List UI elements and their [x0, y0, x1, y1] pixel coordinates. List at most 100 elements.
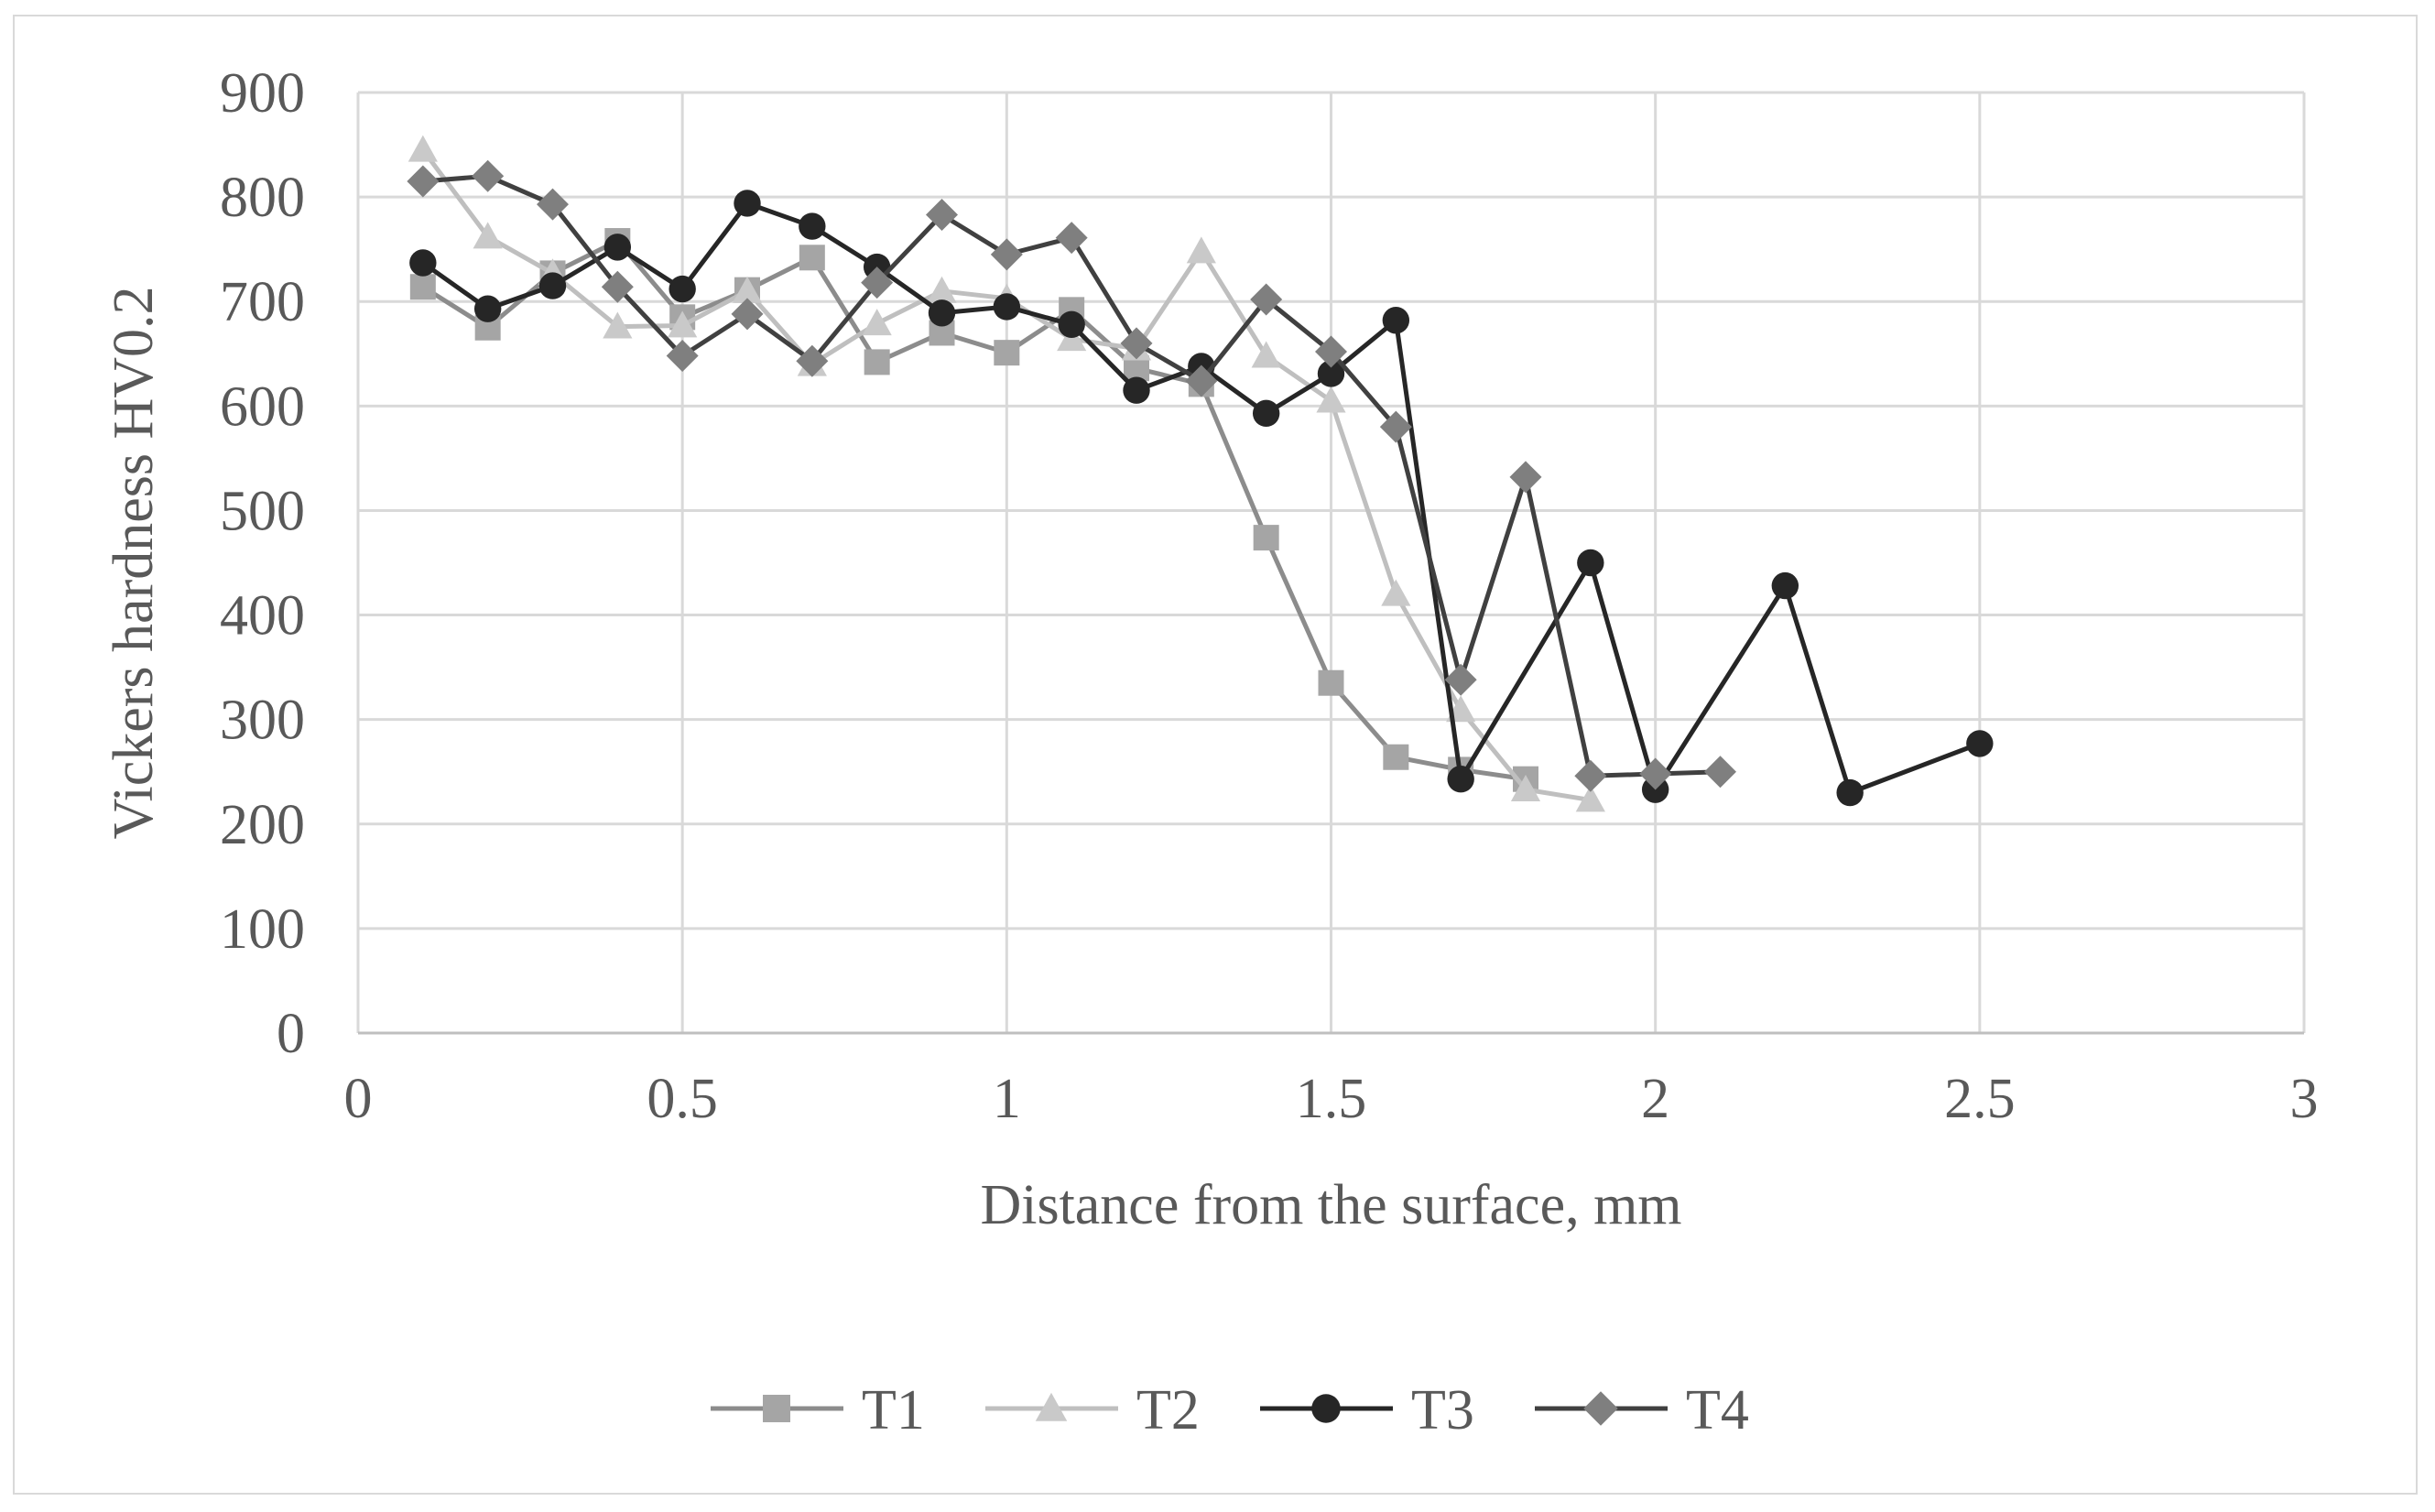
data-point-t3: [1123, 376, 1150, 404]
data-point-t2: [1381, 579, 1411, 606]
x-tick-label: 1: [993, 1068, 1021, 1130]
y-tick-label: 900: [220, 62, 305, 125]
legend-label-t3: T3: [1411, 1379, 1474, 1441]
data-point-t3: [1252, 399, 1280, 428]
y-tick-label: 700: [220, 271, 305, 333]
tick-layer: 0 100 200 300 400 500 600 700 800 900 0 0.5 1 1.5 2 2.5…: [220, 62, 2319, 1130]
data-point-t3: [799, 212, 826, 240]
data-point-t4: [1509, 461, 1542, 494]
x-tick-label: 2.5: [1944, 1068, 2016, 1130]
series-layer: [407, 135, 1994, 812]
data-point-t3: [1577, 549, 1604, 577]
data-point-t3: [538, 272, 567, 299]
data-point-t2: [1510, 775, 1541, 802]
data-point-t3: [1966, 730, 1994, 757]
data-point-t1: [994, 340, 1020, 366]
data-point-t3: [1771, 571, 1799, 600]
series-t3: [409, 190, 1994, 807]
legend-marker-t2: [1035, 1392, 1068, 1421]
legend-item-t2: T2: [985, 1379, 1200, 1441]
legend-label-t1: T1: [862, 1379, 925, 1441]
x-tick-label: 2: [1641, 1068, 1669, 1130]
data-point-t1: [1318, 669, 1344, 696]
data-point-t4: [537, 188, 569, 221]
data-point-t3: [1836, 778, 1864, 807]
data-point-t3: [669, 275, 696, 303]
legend-marker-t3: [1311, 1394, 1341, 1423]
legend-marker-t4: [1583, 1391, 1618, 1426]
data-point-t2: [473, 222, 503, 249]
x-tick-label: 0: [344, 1068, 373, 1130]
axis-layer: [356, 92, 2304, 1035]
data-point-t4: [990, 238, 1023, 271]
data-point-t4: [1574, 759, 1607, 792]
data-point-t2: [862, 309, 892, 336]
data-point-t2: [1575, 785, 1605, 812]
legend-label-t4: T4: [1686, 1379, 1749, 1441]
legend-label-t2: T2: [1136, 1379, 1200, 1441]
data-point-t3: [1317, 360, 1345, 387]
data-point-t3: [928, 299, 956, 327]
chart-frame: 0 100 200 300 400 500 600 700 800 900 0 0.5 1 1.5 2 2.5…: [13, 15, 2418, 1495]
y-tick-label: 200: [220, 794, 305, 856]
data-point-t2: [1186, 236, 1216, 264]
series-t1: [409, 228, 1538, 792]
data-point-t2: [408, 135, 438, 162]
y-tick-label: 600: [220, 375, 305, 438]
data-point-t2: [732, 276, 763, 303]
y-tick-label: 800: [220, 167, 305, 229]
data-point-t4: [731, 298, 764, 331]
legend-item-t4: T4: [1535, 1379, 1749, 1441]
x-tick-label: 1.5: [1296, 1068, 1367, 1130]
data-point-t4: [1704, 756, 1736, 789]
data-point-t3: [1058, 310, 1085, 339]
data-point-t2: [1316, 386, 1346, 413]
data-point-t4: [1315, 335, 1347, 368]
legend-marker-t1: [763, 1395, 790, 1422]
data-point-t3: [734, 190, 761, 217]
chart-svg: 0 100 200 300 400 500 600 700 800 900 0 0.5 1 1.5 2 2.5…: [103, 62, 2319, 1441]
data-point-t3: [603, 234, 632, 261]
series-line-t3: [421, 201, 1981, 796]
data-point-t2: [603, 311, 633, 339]
data-point-t3: [1382, 307, 1410, 334]
y-tick-label: 300: [220, 690, 305, 752]
y-axis-title: Vickers hardness HV0.2: [103, 286, 165, 839]
data-point-t1: [1253, 525, 1279, 551]
data-point-t4: [1250, 283, 1283, 316]
x-axis-title: Distance from the surface, mm: [980, 1174, 1681, 1236]
legend: T1 T2 T3 T4: [711, 1379, 1749, 1441]
data-point-t4: [1185, 364, 1218, 397]
y-tick-label: 100: [220, 898, 305, 961]
data-point-t4: [796, 344, 829, 377]
data-point-t1: [409, 274, 436, 300]
data-point-t4: [1639, 757, 1672, 790]
data-point-t4: [1379, 410, 1412, 443]
data-point-t3: [409, 249, 437, 277]
data-point-t4: [861, 267, 894, 299]
data-point-t4: [1120, 327, 1153, 360]
data-point-t4: [1055, 222, 1088, 255]
y-tick-label: 400: [220, 585, 305, 647]
data-point-t1: [864, 349, 890, 375]
data-point-t3: [993, 293, 1021, 321]
data-point-t4: [1444, 663, 1477, 696]
data-point-t2: [668, 310, 698, 338]
y-tick-label: 500: [220, 480, 305, 542]
x-tick-label: 3: [2290, 1068, 2319, 1130]
data-point-t1: [1383, 744, 1409, 770]
data-point-t4: [601, 270, 634, 303]
data-point-t4: [666, 340, 699, 373]
legend-item-t3: T3: [1260, 1379, 1474, 1441]
data-point-t4: [926, 199, 958, 232]
data-point-t1: [799, 245, 825, 271]
data-point-t4: [407, 165, 440, 198]
data-point-t2: [927, 276, 957, 303]
grid-layer: [358, 91, 2306, 1033]
y-tick-label: 0: [277, 1003, 305, 1065]
x-tick-label: 0.5: [647, 1068, 718, 1130]
data-point-t3: [473, 295, 502, 322]
series-t4: [407, 159, 1736, 792]
data-point-t4: [472, 159, 505, 192]
legend-item-t1: T1: [711, 1379, 925, 1441]
